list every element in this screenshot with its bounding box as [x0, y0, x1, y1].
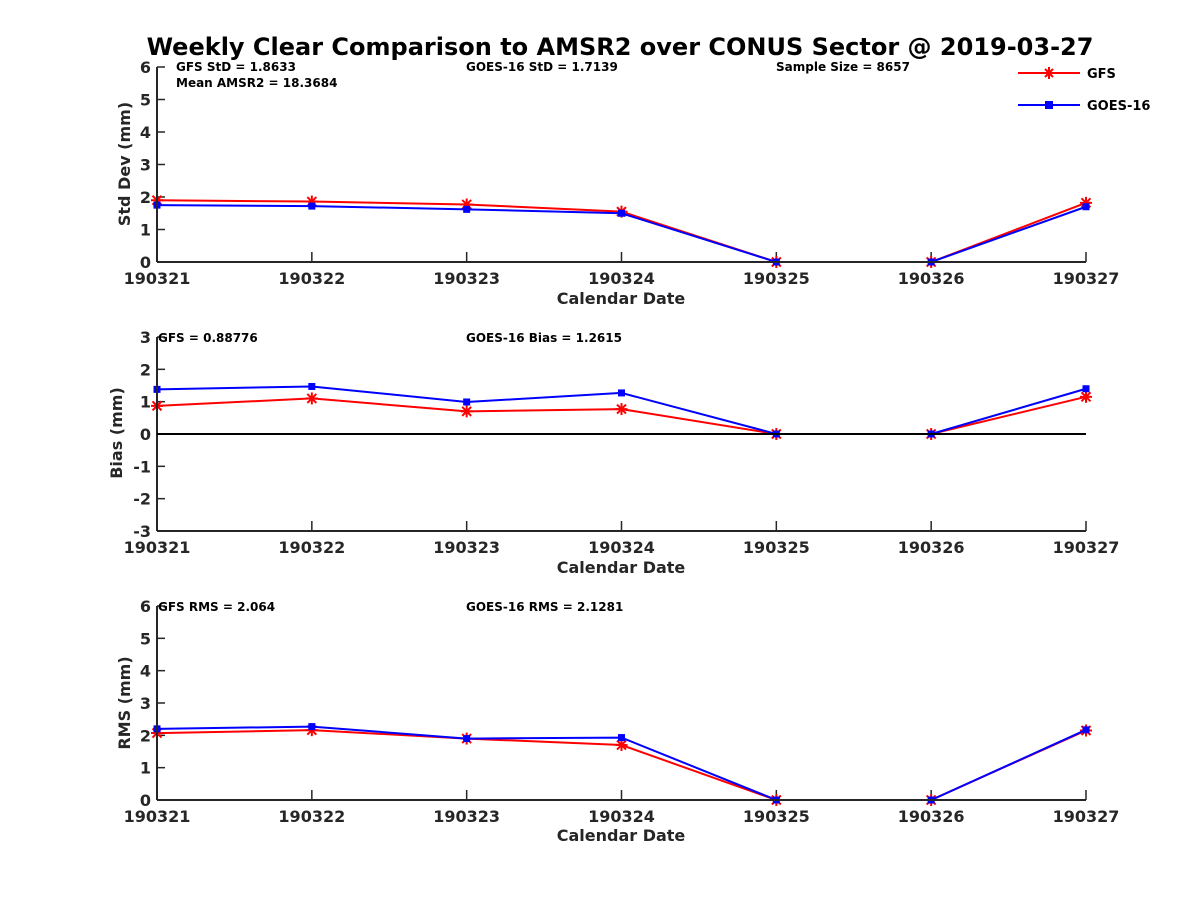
data-point-goes-16	[308, 382, 316, 390]
legend-label-goes: GOES-16	[1087, 99, 1150, 114]
annotation-goes-std: GOES-16 StD = 1.7139	[466, 60, 618, 74]
x-tick-label: 190322	[278, 807, 345, 826]
x-tick-label: 190325	[743, 807, 810, 826]
data-point-goes-16	[463, 205, 471, 213]
y-tick-label: -3	[133, 522, 151, 541]
y-tick-label: 6	[140, 597, 151, 616]
annotation-gfs-std: GFS StD = 1.8633	[176, 60, 296, 74]
y-tick-label: 3	[140, 156, 151, 175]
data-point-gfs	[615, 403, 628, 416]
y-tick-label: 4	[140, 123, 151, 142]
y-axis-label: Std Dev (mm)	[115, 102, 134, 226]
x-tick-label: 190322	[278, 538, 345, 557]
y-tick-label: -2	[133, 490, 151, 509]
x-tick-label: 190323	[433, 538, 500, 557]
y-tick-label: 6	[140, 58, 151, 77]
x-tick-label: 190324	[588, 269, 655, 288]
legend: GFS GOES-16	[1018, 67, 1150, 114]
y-tick-label: 1	[140, 221, 151, 240]
x-tick-label: 190325	[743, 538, 810, 557]
y-tick-labels: -3 -2 -1 0 1 2 3	[133, 328, 165, 541]
x-tick-labels: 190321 190322 190323 190324 190325 190326 1903…	[124, 252, 1120, 288]
legend-label-gfs: GFS	[1087, 67, 1116, 82]
x-axis-label: Calendar Date	[557, 289, 686, 308]
annotation-goes-bias: GOES-16 Bias = 1.2615	[466, 331, 622, 345]
series-group	[151, 382, 1092, 440]
x-tick-label: 190327	[1053, 807, 1120, 826]
data-point-goes-16	[1082, 385, 1090, 393]
annotation-sample-size: Sample Size = 8657	[776, 60, 910, 74]
data-point-goes-16	[463, 735, 471, 743]
annotation-goes-rms: GOES-16 RMS = 2.1281	[466, 600, 623, 614]
x-tick-label: 190323	[433, 807, 500, 826]
y-tick-label: 0	[140, 425, 151, 444]
data-point-goes-16	[1082, 203, 1090, 211]
x-tick-label: 190324	[588, 807, 655, 826]
y-tick-label: 1	[140, 393, 151, 412]
data-point-goes-16	[308, 202, 316, 210]
chart-title: Weekly Clear Comparison to AMSR2 over CO…	[147, 33, 1094, 61]
series-line-gfs	[156, 395, 1087, 435]
annotation-gfs-rms: GFS RMS = 2.064	[158, 600, 275, 614]
x-tick-label: 190325	[743, 269, 810, 288]
x-tick-label: 190326	[898, 538, 965, 557]
y-tick-label: 4	[140, 662, 151, 681]
x-tick-label: 190321	[124, 538, 191, 557]
y-tick-label: 5	[140, 629, 151, 648]
x-axis-label: Calendar Date	[557, 826, 686, 845]
legend-marker-goes	[1045, 101, 1053, 109]
x-tick-label: 190321	[124, 807, 191, 826]
data-point-gfs	[305, 392, 318, 405]
x-tick-label: 190323	[433, 269, 500, 288]
y-axis-label: Bias (mm)	[107, 387, 126, 479]
x-tick-label: 190322	[278, 269, 345, 288]
y-tick-label: 0	[140, 791, 151, 810]
y-tick-label: 2	[140, 188, 151, 207]
y-tick-label: 1	[140, 759, 151, 778]
data-point-goes-16	[1082, 726, 1090, 734]
x-tick-labels: 190321 190322 190323 190324 190325 190326 1903…	[124, 521, 1120, 557]
x-axis-label: Calendar Date	[557, 558, 686, 577]
x-tick-label: 190321	[124, 269, 191, 288]
x-tick-label: 190327	[1053, 269, 1120, 288]
annotation-gfs-bias: GFS = 0.88776	[158, 331, 258, 345]
legend-marker-gfs	[1043, 67, 1055, 79]
annotation-mean-amsr2: Mean AMSR2 = 18.3684	[176, 76, 337, 90]
y-tick-label: 2	[140, 360, 151, 379]
y-tick-label: -1	[133, 457, 151, 476]
data-point-goes-16	[618, 209, 625, 217]
y-tick-label: 2	[140, 726, 151, 745]
x-tick-labels: 190321 190322 190323 190324 190325 190326 1903…	[124, 790, 1120, 826]
y-tick-labels: 0 1 2 3 4 5 6	[140, 58, 165, 272]
y-axis-label: RMS (mm)	[115, 656, 134, 749]
data-point-goes-16	[463, 398, 471, 406]
y-tick-label: 3	[140, 694, 151, 713]
y-tick-label: 3	[140, 328, 151, 347]
x-tick-label: 190327	[1053, 538, 1120, 557]
data-point-goes-16	[618, 734, 625, 742]
x-tick-label: 190326	[898, 807, 965, 826]
x-tick-label: 190326	[898, 269, 965, 288]
y-tick-label: 0	[140, 253, 151, 272]
x-tick-label: 190324	[588, 538, 655, 557]
y-tick-label: 5	[140, 91, 151, 110]
data-point-goes-16	[618, 389, 625, 397]
data-point-goes-16	[308, 723, 316, 731]
data-point-gfs	[460, 405, 473, 418]
data-point-gfs	[1080, 390, 1092, 403]
y-tick-labels: 0 1 2 3 4 5 6	[140, 597, 165, 810]
